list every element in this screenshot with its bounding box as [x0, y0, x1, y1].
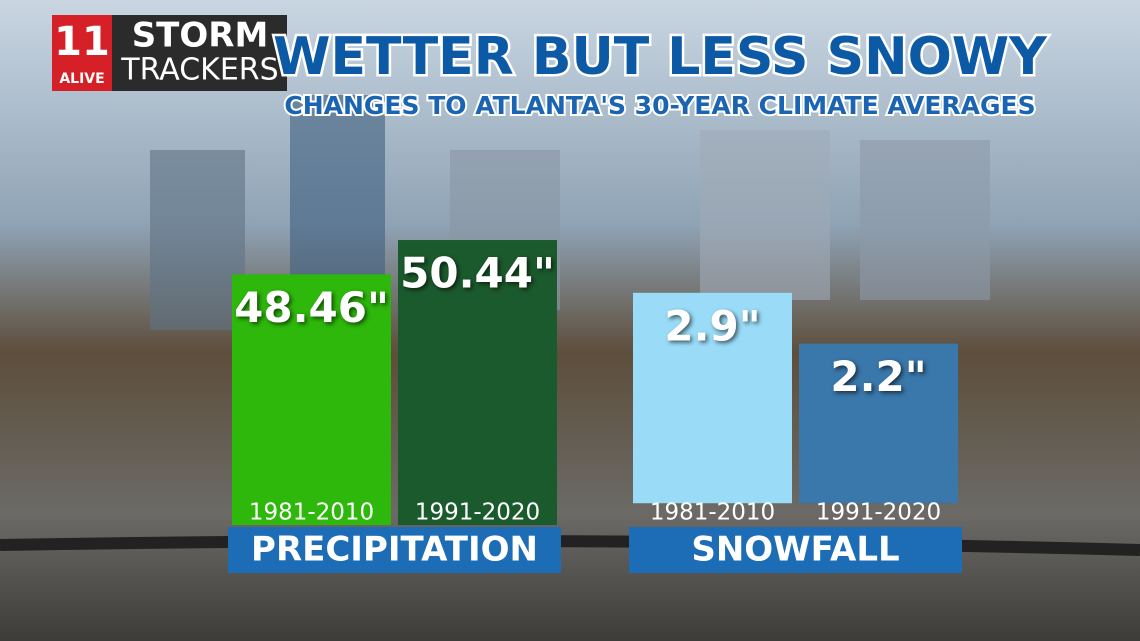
group-label: PRECIPITATION — [251, 530, 538, 570]
value-label: 48.46" — [234, 283, 389, 332]
logo-line: TRACKERS — [120, 53, 278, 88]
logo-dark — [112, 15, 287, 91]
category-label: 1981-2010 — [650, 500, 775, 526]
logo-number: 11 — [54, 19, 110, 65]
bar — [232, 274, 391, 525]
category-label: 1981-2010 — [249, 500, 374, 526]
title: WETTER BUT LESS SNOWY — [273, 27, 1048, 87]
group-box — [228, 527, 561, 573]
logo-station: ALIVE — [59, 71, 104, 87]
bar — [633, 292, 792, 504]
building — [150, 150, 245, 330]
bar — [398, 240, 557, 526]
category-label: 1991-2020 — [816, 500, 941, 526]
value-label: 2.2" — [830, 352, 926, 401]
group-box — [629, 527, 962, 573]
bar — [799, 343, 958, 504]
rail — [0, 535, 1140, 556]
group-label: SNOWFALL — [691, 530, 899, 570]
value-label: 2.9" — [664, 301, 760, 350]
building — [700, 130, 830, 300]
value-label: 50.44" — [400, 249, 555, 298]
logo-red — [52, 15, 112, 91]
building — [860, 140, 990, 300]
logo-line: STORM — [132, 16, 269, 56]
subtitle: CHANGES TO ATLANTA'S 30-YEAR CLIMATE AVE… — [284, 91, 1035, 120]
category-label: 1991-2020 — [415, 500, 540, 526]
